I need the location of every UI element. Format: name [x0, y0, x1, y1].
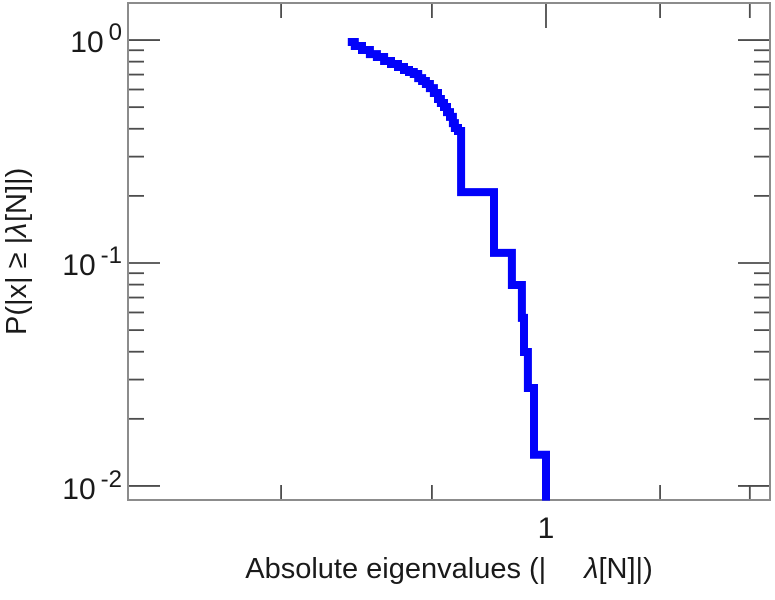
y-tick-label-1e0: 10 0 [0, 19, 122, 60]
y-tick-exponent: -2 [100, 466, 122, 493]
y-tick-base: 10 [70, 26, 104, 59]
axis-ticks [128, 3, 770, 500]
x-axis-label-text: Absolute eigenvalues (| [245, 553, 547, 585]
y-axis-label-text: P(|x| ≥ | [1, 236, 33, 335]
ccdf-curve [347, 38, 550, 501]
lambda-symbol: λ [584, 553, 599, 585]
y-tick-exponent: -1 [100, 242, 122, 269]
y-axis-label-text: [N]|) [1, 168, 33, 223]
plot-frame [127, 2, 771, 501]
y-tick-base: 10 [62, 473, 96, 506]
y-tick-exponent: 0 [108, 19, 122, 46]
x-tick-label-1: 1 [537, 512, 555, 545]
lambda-symbol: λ [1, 222, 33, 237]
x-axis-label-text: [N]|) [598, 553, 653, 585]
y-tick-label-1e-1: 10 -1 [0, 242, 122, 283]
y-axis-label: P(|x| ≥ | λ [N]|) [1, 3, 34, 500]
x-axis-label: Absolute eigenvalues (| λ[N]|) [128, 552, 770, 586]
y-tick-base: 10 [62, 249, 96, 282]
y-tick-label-1e-2: 10 -2 [0, 466, 122, 507]
